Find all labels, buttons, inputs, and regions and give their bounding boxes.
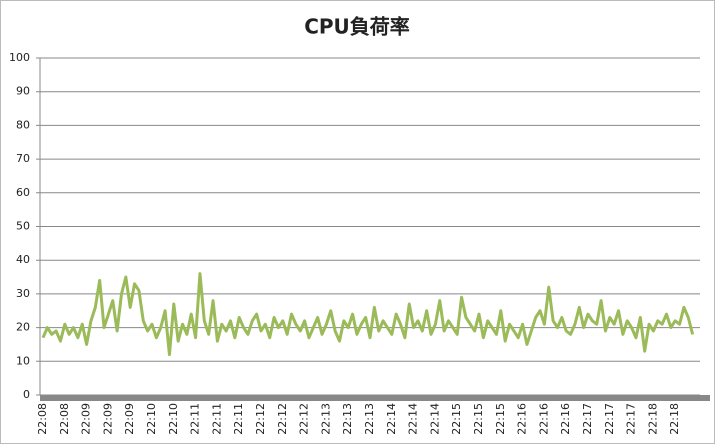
x-tick-label: 22:17	[625, 403, 638, 435]
x-tick-label: 22:17	[603, 403, 616, 435]
x-tick-label: 22:10	[167, 403, 180, 435]
x-tick-label: 22:14	[407, 403, 420, 435]
x-tick-label: 22:09	[123, 403, 136, 435]
y-tick-label: 80	[16, 118, 30, 131]
x-tick-label: 22:11	[189, 403, 202, 435]
y-tick-label: 30	[16, 287, 30, 300]
y-tick-label: 0	[23, 388, 30, 401]
x-tick-label: 22:12	[298, 403, 311, 435]
x-axis	[40, 395, 710, 401]
x-tick-label: 22:08	[36, 403, 49, 435]
x-tick-label: 22:16	[516, 403, 529, 435]
y-tick-label: 60	[16, 186, 30, 199]
x-tick-label: 22:09	[101, 403, 114, 435]
x-tick-label: 22:10	[145, 403, 158, 435]
x-tick-label: 22:16	[537, 403, 550, 435]
y-tick-label: 40	[16, 253, 30, 266]
y-tick-label: 20	[16, 321, 30, 334]
y-tick-label: 10	[16, 354, 30, 367]
x-tick-label: 22:11	[232, 403, 245, 435]
chart-title: CPU負荷率	[304, 15, 410, 39]
x-tick-label: 22:13	[341, 403, 354, 435]
x-tick-label: 22:14	[428, 403, 441, 435]
x-tick-label: 22:16	[559, 403, 572, 435]
x-tick-label: 22:11	[210, 403, 223, 435]
x-tick-label: 22:09	[80, 403, 93, 435]
x-tick-label: 22:08	[58, 403, 71, 435]
x-tick-label: 22:13	[363, 403, 376, 435]
x-tick-label: 22:14	[385, 403, 398, 435]
x-tick-label: 22:18	[646, 403, 659, 435]
y-tick-label: 50	[16, 220, 30, 233]
x-tick-label: 22:12	[254, 403, 267, 435]
y-tick-label: 70	[16, 152, 30, 165]
x-tick-label: 22:15	[494, 403, 507, 435]
x-tick-label: 22:15	[472, 403, 485, 435]
x-tick-label: 22:15	[450, 403, 463, 435]
x-tick-label: 22:12	[276, 403, 289, 435]
x-tick-label: 22:13	[319, 403, 332, 435]
data-line	[41, 272, 695, 357]
x-tick-label: 22:18	[668, 403, 681, 435]
y-tick-label: 100	[9, 51, 30, 64]
y-tick-label: 90	[16, 85, 30, 98]
x-tick-label: 22:17	[581, 403, 594, 435]
